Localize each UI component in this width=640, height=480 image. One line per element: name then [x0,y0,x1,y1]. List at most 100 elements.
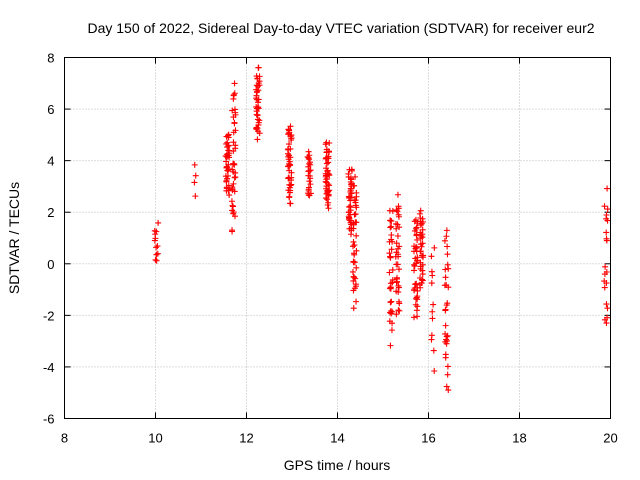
data-point [285,187,292,194]
data-point [350,259,357,266]
data-point [388,246,395,253]
data-point [444,251,451,258]
data-point [393,240,400,247]
data-point [229,107,236,114]
data-point [224,139,231,146]
data-point [255,80,262,87]
data-point [351,274,358,281]
data-point [253,73,260,80]
data-point [353,247,360,254]
data-point [389,308,396,315]
data-point [388,298,395,305]
data-point [387,224,394,231]
data-point [352,211,359,218]
data-point [153,257,160,264]
data-point [231,119,238,126]
data-point [417,274,424,281]
data-point [154,243,161,250]
data-point [603,229,610,236]
data-point [442,338,449,345]
data-point [431,244,438,251]
data-point [413,244,420,251]
data-point [418,243,425,250]
data-point [230,92,237,99]
data-point [284,146,291,153]
y-axis-label: SDTVAR / TECUs [6,182,22,294]
data-point [323,160,330,167]
data-point [428,268,435,275]
data-point [419,254,426,261]
data-point [418,232,425,239]
data-point [389,266,396,273]
data-point [386,318,393,325]
data-point [444,363,451,370]
data-point [350,305,357,312]
data-point [395,251,402,258]
data-point [396,266,403,273]
data-point [604,217,611,224]
data-point [222,173,229,180]
data-point [414,313,421,320]
data-point [230,203,237,210]
data-point [353,204,360,211]
chart-title: Day 150 of 2022, Sidereal Day-to-day VTE… [87,20,594,36]
data-point [353,264,360,271]
data-point [394,232,401,239]
data-point [442,322,449,329]
data-point [603,320,610,327]
data-point [417,207,424,214]
y-tick-label: -2 [43,308,55,323]
data-point [429,315,436,322]
data-point [414,236,421,243]
data-point [230,180,237,187]
data-point [387,217,394,224]
data-point [443,302,450,309]
data-point [388,231,395,238]
data-point [228,198,235,205]
data-point [419,226,426,233]
data-point [286,141,293,148]
data-point [288,169,295,176]
data-point [414,293,421,300]
data-point [225,161,232,168]
data-point [393,261,400,268]
data-point [601,203,608,210]
data-point [305,154,312,161]
y-tick-label: 6 [47,102,54,117]
data-point [604,305,611,312]
data-point [229,227,236,234]
data-point [603,237,610,244]
data-point [386,269,393,276]
data-point [419,267,426,274]
data-point [323,139,330,146]
data-point [393,275,400,282]
data-point [223,151,230,158]
data-point [347,178,354,185]
data-point [603,280,610,287]
data-point [430,347,437,354]
y-tick-label: 2 [47,205,54,220]
data-point [351,242,358,249]
data-point [256,117,263,124]
plot-frame [64,57,611,419]
data-point [226,192,233,199]
data-point [445,387,452,394]
data-point [442,330,449,337]
data-point [350,182,357,189]
data-point [255,99,262,106]
data-point [353,298,360,305]
data-point [287,123,294,130]
data-point [601,284,608,291]
data-point [414,254,421,261]
data-point [604,206,611,213]
data-point [386,250,393,257]
data-point [325,192,332,199]
data-point [441,237,448,244]
data-point [231,106,238,113]
data-point [223,140,230,147]
data-point [443,227,450,234]
data-point [347,204,354,211]
y-tick-label: -4 [43,360,55,375]
data-point [417,248,424,255]
